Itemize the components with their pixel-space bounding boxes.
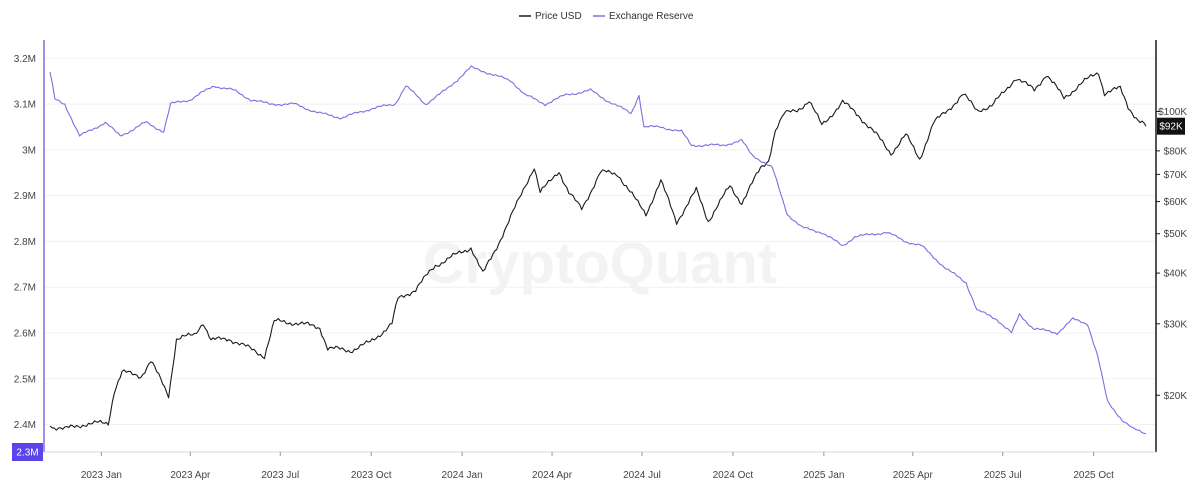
right-tick-label: $30K <box>1164 319 1188 330</box>
right-tick-label: $70K <box>1164 170 1188 181</box>
right-tick-label: $60K <box>1164 197 1188 208</box>
x-tick-label: 2025 Jul <box>984 470 1022 481</box>
series-lines <box>49 65 1147 435</box>
series-line-exchange-reserve <box>49 65 1147 435</box>
legend-label-price: Price USD <box>535 11 582 22</box>
left-tick-label: 2.8M <box>14 237 36 248</box>
left-tick-label: 3.1M <box>14 100 36 111</box>
axis-badges: 2.3M $92K <box>12 117 1185 461</box>
x-tick-label: 2024 Jul <box>623 470 661 481</box>
legend-label-reserve: Exchange Reserve <box>609 11 694 22</box>
x-axis-ticks: 2023 Jan 2023 Apr 2023 Jul 2023 Oct 2024 Jan… <box>81 452 1114 481</box>
left-tick-label: 2.5M <box>14 374 36 385</box>
right-axis-ticks: $100K $80K $70K $60K $50K $40K $30K $20K <box>1156 107 1187 402</box>
x-tick-label: 2025 Oct <box>1073 470 1114 481</box>
legend-item-reserve[interactable]: Exchange Reserve <box>593 11 694 22</box>
right-axis-badge <box>1157 117 1185 135</box>
right-axis-badge-label: $92K <box>1159 122 1183 133</box>
right-tick-label: $40K <box>1164 269 1188 280</box>
series-line-price <box>49 72 1147 431</box>
grid <box>44 57 1156 426</box>
x-tick-label: 2023 Jul <box>261 470 299 481</box>
legend-item-price[interactable]: Price USD <box>519 11 582 22</box>
left-axis-badge-label: 2.3M <box>16 448 38 459</box>
left-axis-ticks: 3.2M 3.1M 3M 2.9M 2.8M 2.7M 2.6M 2.5M 2.4M <box>14 54 36 431</box>
x-tick-label: 2023 Apr <box>170 470 211 481</box>
left-tick-label: 3M <box>22 145 36 156</box>
legend: Price USD Exchange Reserve <box>519 11 694 22</box>
left-axis-badge <box>12 443 43 461</box>
watermark: CryptoQuant <box>423 231 777 296</box>
left-tick-label: 2.6M <box>14 328 36 339</box>
right-tick-label: $100K <box>1158 107 1187 118</box>
x-tick-label: 2025 Jan <box>803 470 844 481</box>
x-tick-label: 2023 Jan <box>81 470 122 481</box>
x-tick-label: 2024 Apr <box>532 470 573 481</box>
right-tick-label: $20K <box>1164 391 1188 402</box>
left-tick-label: 2.4M <box>14 420 36 431</box>
left-tick-label: 2.7M <box>14 283 36 294</box>
right-tick-label: $80K <box>1164 146 1188 157</box>
x-tick-label: 2023 Oct <box>351 470 392 481</box>
right-tick-label: $50K <box>1164 229 1188 240</box>
x-tick-label: 2025 Apr <box>893 470 934 481</box>
left-tick-label: 3.2M <box>14 54 36 65</box>
x-tick-label: 2024 Oct <box>713 470 754 481</box>
x-tick-label: 2024 Jan <box>442 470 483 481</box>
left-tick-label: 2.9M <box>14 191 36 202</box>
